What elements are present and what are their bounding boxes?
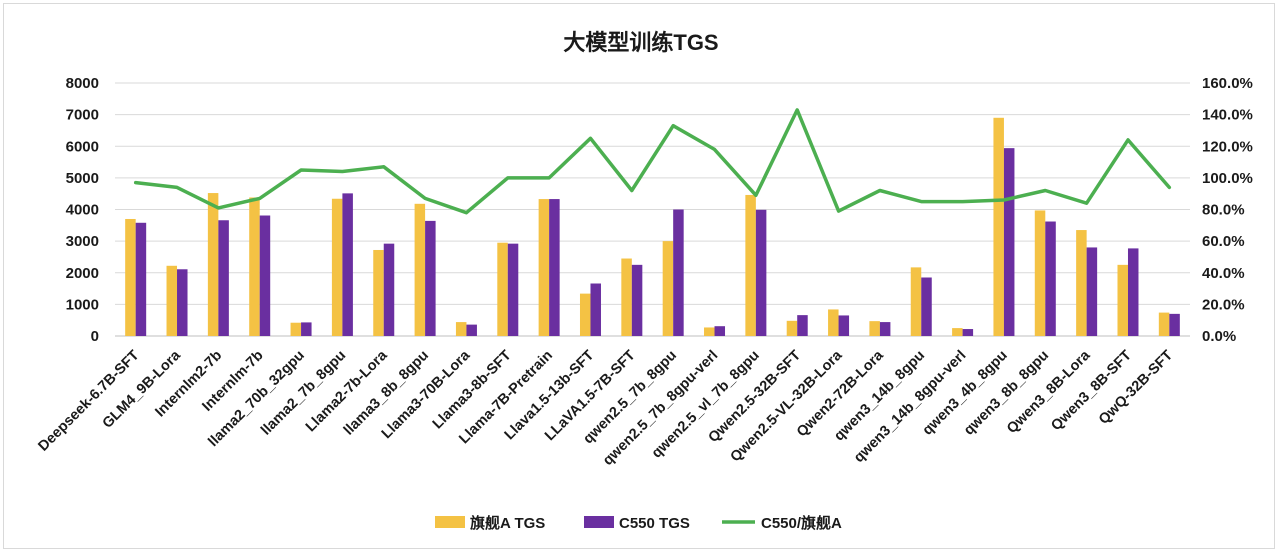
- bar-c550: [673, 209, 684, 336]
- y-tick-label: 3000: [66, 233, 99, 250]
- bar-c550: [259, 215, 271, 336]
- legend-swatch-c550: [584, 516, 614, 528]
- bar-flagship-a: [207, 193, 219, 336]
- y2-tick-label: 120.0%: [1202, 138, 1253, 155]
- bar-flagship-a: [745, 194, 756, 336]
- y-tick-label: 7000: [66, 107, 99, 124]
- bar-c550: [755, 209, 767, 336]
- bar-c550: [218, 220, 229, 336]
- bar-flagship-a: [952, 328, 963, 336]
- legend-label: C550 TGS: [619, 515, 690, 532]
- bar-flagship-a: [704, 327, 715, 336]
- y2-tick-label: 0.0%: [1202, 328, 1236, 345]
- bar-flagship-a: [166, 265, 178, 336]
- bar-c550: [1003, 148, 1015, 336]
- bar-c550: [425, 220, 436, 336]
- chart-title: 大模型训练TGS: [563, 30, 718, 55]
- bar-flagship-a: [497, 242, 508, 336]
- chart-frame: 大模型训练TGS 0 1000 2000 3000 4000 5000 6000 7000 80…: [3, 3, 1275, 549]
- bar-flagship-a: [538, 199, 550, 336]
- bar-flagship-a: [455, 322, 467, 336]
- legend-label: C550/旗舰A: [761, 514, 842, 532]
- ratio-line: [133, 108, 1172, 215]
- bar-c550: [135, 222, 147, 336]
- bar-c550: [714, 326, 726, 336]
- bar-c550: [962, 329, 974, 336]
- bar-c550: [590, 283, 601, 336]
- bar-flagship-a: [1034, 210, 1046, 336]
- bar-flagship-a: [786, 320, 798, 336]
- bar-flagship-a: [993, 117, 1004, 336]
- y-tick-label: 8000: [66, 75, 99, 92]
- bar-c550: [301, 322, 312, 336]
- y2-tick-label: 100.0%: [1202, 170, 1253, 187]
- bar-c550: [1045, 221, 1056, 336]
- bar-flagship-a: [373, 249, 384, 336]
- y2-tick-label: 60.0%: [1202, 233, 1245, 250]
- y2-tick-label: 80.0%: [1202, 202, 1245, 219]
- bar-flagship-a: [249, 197, 260, 336]
- bar-c550: [1086, 247, 1098, 336]
- y2-tick-label: 40.0%: [1202, 265, 1245, 282]
- bar-c550: [383, 243, 395, 336]
- y-tick-label: 6000: [66, 138, 99, 155]
- bar-c550: [507, 243, 519, 336]
- y-tick-label: 0: [91, 328, 99, 345]
- bar-c550: [177, 269, 188, 336]
- bar-c550: [466, 324, 477, 336]
- bar-c550: [1169, 313, 1180, 336]
- bar-flagship-a: [869, 321, 880, 336]
- bar-flagship-a: [621, 258, 632, 336]
- bar-flagship-a: [828, 309, 839, 336]
- y-tick-label: 4000: [66, 202, 99, 219]
- bar-flagship-a: [662, 241, 674, 336]
- bar-flagship-a: [910, 267, 922, 336]
- bar-flagship-a: [290, 322, 302, 336]
- y2-tick-label: 20.0%: [1202, 296, 1245, 313]
- bar-c550: [838, 315, 850, 336]
- bar-flagship-a: [1117, 264, 1128, 336]
- legend-swatch-flagship-a: [435, 516, 465, 528]
- y2-tick-label: 160.0%: [1202, 75, 1253, 92]
- y2-tick-label: 140.0%: [1202, 107, 1253, 124]
- bar-c550: [631, 264, 643, 336]
- y-tick-label: 2000: [66, 265, 99, 282]
- y-tick-label: 5000: [66, 170, 99, 187]
- chart: 大模型训练TGS 0 1000 2000 3000 4000 5000 6000 7000 80…: [35, 30, 1253, 532]
- bar-flagship-a: [414, 203, 426, 336]
- bar-flagship-a: [1076, 230, 1087, 336]
- bar-flagship-a: [125, 218, 136, 336]
- bar-flagship-a: [1158, 312, 1170, 336]
- x-category-label: QwQ-32B-SFT: [1096, 347, 1176, 427]
- bar-c550: [549, 199, 560, 336]
- bar-c550: [1127, 248, 1139, 336]
- bar-flagship-a: [331, 198, 343, 336]
- bar-c550: [879, 322, 891, 336]
- bar-flagship-a: [579, 293, 591, 336]
- y-tick-label: 1000: [66, 296, 99, 313]
- legend-label: 旗舰A TGS: [470, 514, 545, 532]
- bar-c550: [797, 315, 808, 336]
- bar-c550: [921, 277, 932, 336]
- bar-c550: [342, 193, 353, 336]
